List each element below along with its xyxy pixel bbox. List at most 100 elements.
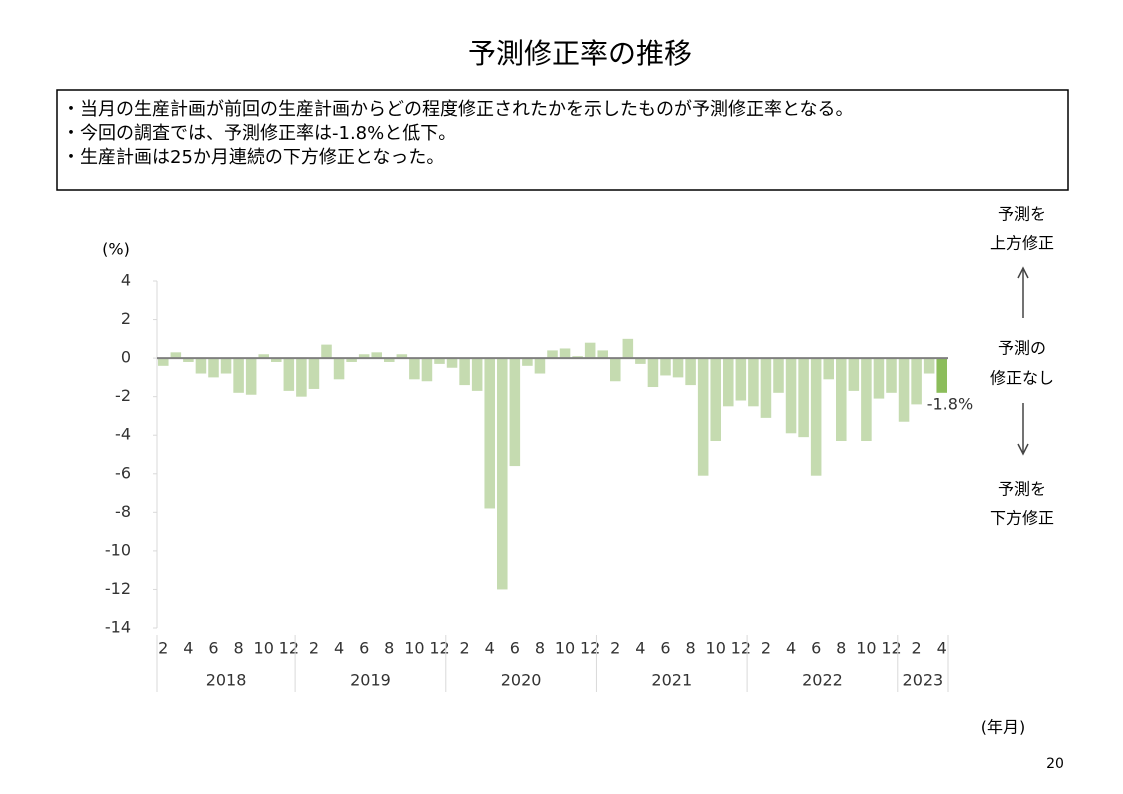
page-title: 予測修正率の推移 [468, 37, 692, 70]
bar [497, 358, 508, 590]
bar [158, 358, 169, 366]
x-tick-label: 12 [881, 639, 901, 658]
bar [308, 358, 320, 389]
bar [534, 358, 546, 374]
bar [723, 358, 734, 407]
x-tick-label: 2 [610, 639, 620, 658]
bar [622, 338, 634, 359]
bar [898, 358, 910, 422]
bar [283, 358, 295, 391]
note: ・生産計画は25か月連続の下方修正となった。 [62, 147, 444, 168]
bar [421, 358, 433, 382]
x-tick-label: 10 [856, 639, 876, 658]
bar [710, 358, 721, 442]
x-tick-label: 4 [937, 639, 947, 658]
x-tick-label: 12 [429, 639, 449, 658]
bar [685, 358, 696, 386]
bar [936, 358, 947, 393]
y-tick-label: -6 [115, 463, 131, 482]
side-label: 下方修正 [990, 509, 1054, 528]
bar [434, 358, 445, 364]
y-tick-label: -4 [115, 425, 131, 444]
note: ・今回の調査では、予測修正率は-1.8%と低下。 [62, 123, 456, 144]
x-tick-label: 6 [359, 639, 369, 658]
bar [672, 358, 684, 378]
x-tick-label: 12 [580, 639, 600, 658]
bar [258, 354, 269, 359]
x-tick-label: 6 [660, 639, 670, 658]
bar [823, 358, 834, 380]
bar [647, 358, 659, 388]
side-label: 予測を [998, 480, 1046, 499]
x-tick-label: 2 [158, 639, 168, 658]
x-tick-label: 8 [535, 639, 545, 658]
y-tick-label: -10 [105, 540, 131, 559]
year-label: 2022 [802, 671, 843, 690]
note-box [56, 89, 1069, 191]
bar [509, 358, 521, 467]
x-tick-label: 12 [731, 639, 751, 658]
x-tick-label: 2 [460, 639, 470, 658]
bar [610, 358, 621, 382]
bar [346, 358, 357, 362]
x-tick-label: 8 [234, 639, 244, 658]
y-tick-label: 4 [121, 271, 131, 290]
page-number: 20 [1046, 756, 1064, 772]
year-label: 2021 [651, 671, 692, 690]
x-tick-label: 8 [836, 639, 846, 658]
side-label: 上方修正 [990, 234, 1054, 253]
bar [848, 358, 860, 391]
bar [861, 358, 872, 442]
x-tick-label: 10 [404, 639, 424, 658]
bar [923, 358, 935, 374]
x-tick-label: 2 [309, 639, 319, 658]
bar [697, 358, 709, 476]
y-tick-label: -14 [105, 618, 131, 637]
bar [810, 358, 822, 476]
x-axis-label: (年月) [981, 718, 1026, 737]
bar [459, 358, 470, 386]
bar [735, 358, 747, 401]
bar [886, 358, 897, 393]
x-tick-label: 4 [334, 639, 344, 658]
bar [333, 358, 345, 380]
x-tick-label: 8 [384, 639, 394, 658]
side-label: 予測を [998, 205, 1046, 224]
bar [748, 358, 759, 407]
x-tick-label: 4 [635, 639, 645, 658]
y-tick-label: 0 [121, 348, 131, 367]
x-tick-label: 12 [279, 639, 299, 658]
x-tick-label: 6 [208, 639, 218, 658]
bar [446, 358, 458, 368]
bar [358, 354, 370, 359]
x-tick-label: 10 [555, 639, 575, 658]
x-tick-label: 4 [485, 639, 495, 658]
bar [384, 358, 395, 362]
bar [584, 342, 596, 359]
bar [873, 358, 885, 399]
x-tick-label: 6 [811, 639, 821, 658]
bar [195, 358, 207, 374]
y-tick-label: -8 [115, 502, 131, 521]
x-tick-label: 6 [510, 639, 520, 658]
bar [522, 358, 533, 366]
x-tick-label: 10 [706, 639, 726, 658]
bar [785, 358, 797, 434]
bar [760, 358, 772, 418]
y-tick-label: -2 [115, 386, 131, 405]
bar [660, 358, 671, 376]
arrow-down-head [1017, 443, 1029, 456]
bar [220, 358, 232, 374]
arrow-up-head [1017, 266, 1029, 279]
side-label: 予測の [998, 339, 1046, 358]
bar [271, 358, 282, 362]
bar [798, 358, 809, 438]
bar [911, 358, 922, 405]
bar [245, 358, 257, 395]
bar [471, 358, 483, 391]
x-tick-label: 8 [686, 639, 696, 658]
bar [371, 352, 382, 359]
y-tick-label: 2 [121, 309, 131, 328]
bar [183, 358, 194, 362]
bar [597, 350, 608, 359]
